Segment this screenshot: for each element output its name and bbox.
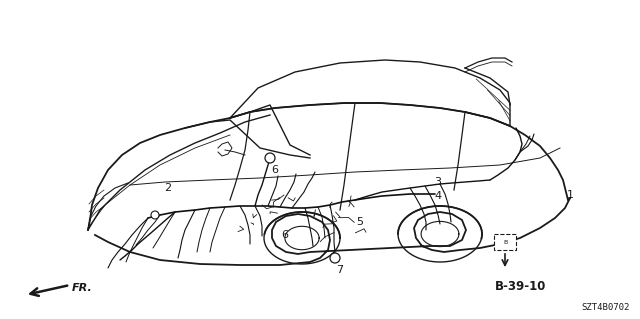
Circle shape	[330, 253, 340, 263]
Text: B-39-10: B-39-10	[495, 280, 547, 293]
Text: 3: 3	[435, 177, 442, 187]
Text: 6: 6	[282, 230, 289, 240]
Text: 2: 2	[164, 183, 172, 193]
FancyBboxPatch shape	[494, 234, 516, 250]
Text: 4: 4	[435, 191, 442, 201]
Circle shape	[151, 211, 159, 219]
Text: 7: 7	[337, 265, 344, 275]
Text: 6: 6	[271, 165, 278, 175]
Text: 1: 1	[566, 190, 573, 200]
Circle shape	[265, 153, 275, 163]
Text: SZT4B0702: SZT4B0702	[582, 303, 630, 312]
Text: 5: 5	[356, 217, 364, 227]
Text: B: B	[503, 240, 507, 244]
Text: FR.: FR.	[72, 283, 93, 293]
